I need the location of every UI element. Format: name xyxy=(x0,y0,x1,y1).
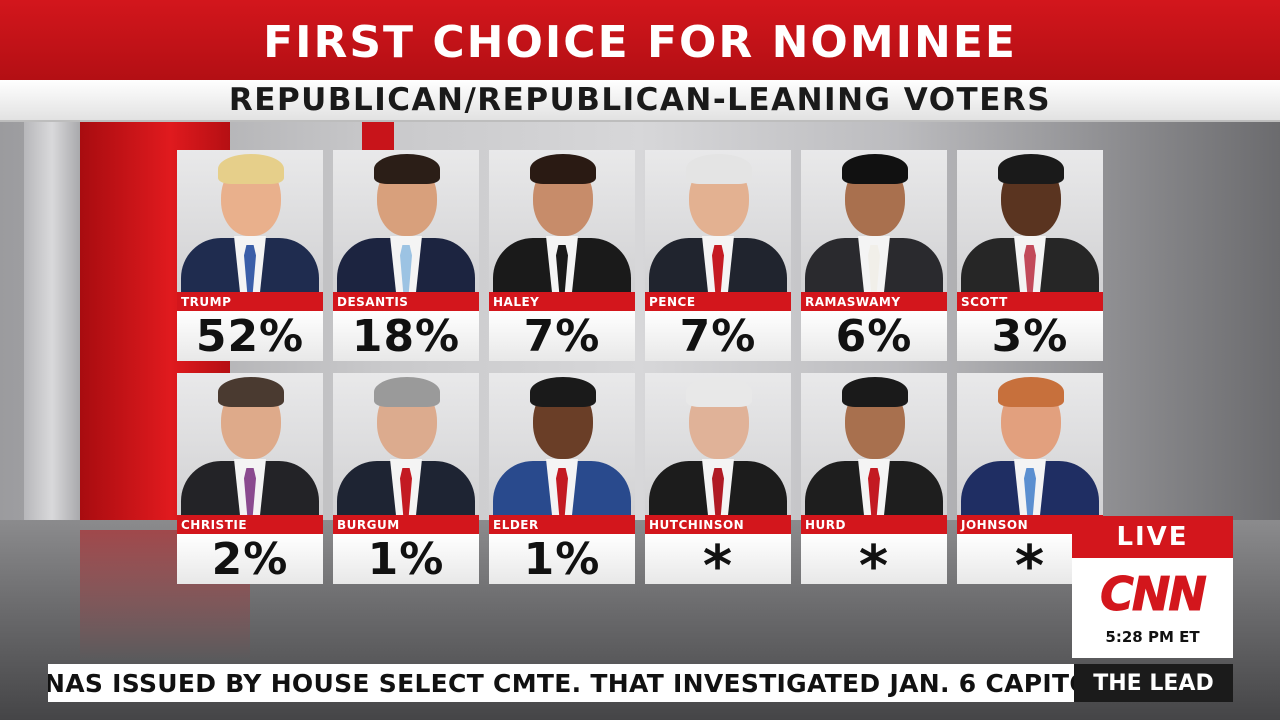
candidate-photo xyxy=(957,373,1103,515)
candidate-percentage: 1% xyxy=(333,534,479,584)
candidate-percentage: 7% xyxy=(645,311,791,361)
candidate-name: DESANTIS xyxy=(333,292,479,311)
candidate-card: HUTCHINSON * xyxy=(645,373,791,584)
candidate-percentage: 2% xyxy=(177,534,323,584)
candidate-card: BURGUM 1% xyxy=(333,373,479,584)
candidate-percentage: 52% xyxy=(177,311,323,361)
candidate-card: PENCE 7% xyxy=(645,150,791,361)
candidate-photo xyxy=(645,150,791,292)
candidate-name: TRUMP xyxy=(177,292,323,311)
candidate-card: HURD * xyxy=(801,373,947,584)
candidate-card: DESANTIS 18% xyxy=(333,150,479,361)
news-ticker: NAS ISSUED BY HOUSE SELECT CMTE. THAT IN… xyxy=(48,664,1074,702)
candidate-name: HUTCHINSON xyxy=(645,515,791,534)
candidate-name: HURD xyxy=(801,515,947,534)
candidate-name: HALEY xyxy=(489,292,635,311)
candidate-photo xyxy=(645,373,791,515)
candidate-name: BURGUM xyxy=(333,515,479,534)
candidate-photo xyxy=(333,150,479,292)
cnn-logo: CNN xyxy=(1093,566,1213,622)
candidate-percentage: 18% xyxy=(333,311,479,361)
live-badge: LIVE xyxy=(1072,516,1233,558)
candidate-photo xyxy=(957,150,1103,292)
candidate-grid: TRUMP 52% DESANTIS 18% HALEY 7% PENCE 7%… xyxy=(177,150,1103,584)
candidate-percentage: 6% xyxy=(801,311,947,361)
candidate-photo xyxy=(489,373,635,515)
candidate-percentage: * xyxy=(645,534,791,584)
ticker-text: NAS ISSUED BY HOUSE SELECT CMTE. THAT IN… xyxy=(48,669,1074,698)
candidate-name: PENCE xyxy=(645,292,791,311)
studio-pillar xyxy=(24,120,80,540)
candidate-name: ELDER xyxy=(489,515,635,534)
candidate-photo xyxy=(801,150,947,292)
candidate-percentage: * xyxy=(801,534,947,584)
candidate-photo xyxy=(801,373,947,515)
candidate-card: CHRISTIE 2% xyxy=(177,373,323,584)
candidate-card: HALEY 7% xyxy=(489,150,635,361)
candidate-photo xyxy=(177,373,323,515)
network-bug: CNN 5:28 PM ET xyxy=(1072,558,1233,658)
candidate-card: ELDER 1% xyxy=(489,373,635,584)
candidate-card: RAMASWAMY 6% xyxy=(801,150,947,361)
subtitle-banner: REPUBLICAN/REPUBLICAN-LEANING VOTERS xyxy=(0,80,1280,122)
candidate-photo xyxy=(489,150,635,292)
page-subtitle: REPUBLICAN/REPUBLICAN-LEANING VOTERS xyxy=(229,82,1051,118)
candidate-name: SCOTT xyxy=(957,292,1103,311)
candidate-card: SCOTT 3% xyxy=(957,150,1103,361)
candidate-percentage: 3% xyxy=(957,311,1103,361)
candidate-photo xyxy=(177,150,323,292)
candidate-name: RAMASWAMY xyxy=(801,292,947,311)
title-banner: FIRST CHOICE FOR NOMINEE xyxy=(0,0,1280,80)
candidate-percentage: 1% xyxy=(489,534,635,584)
page-title: FIRST CHOICE FOR NOMINEE xyxy=(263,17,1017,68)
broadcast-time: 5:28 PM ET xyxy=(1105,628,1199,646)
candidate-photo xyxy=(333,373,479,515)
candidate-percentage: 7% xyxy=(489,311,635,361)
show-name: THE LEAD xyxy=(1074,664,1233,702)
candidate-card: TRUMP 52% xyxy=(177,150,323,361)
candidate-name: CHRISTIE xyxy=(177,515,323,534)
